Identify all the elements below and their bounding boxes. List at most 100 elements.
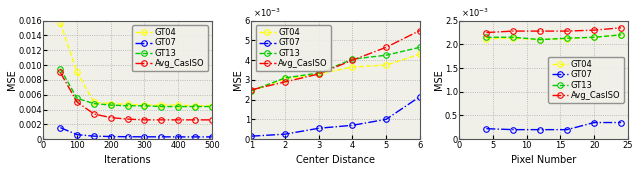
Avg_CasISO [124, 118, 131, 120]
Line: GT07: GT07 [249, 94, 422, 139]
GT04 [74, 71, 81, 73]
Avg_CasISO [416, 30, 424, 32]
GT07 [74, 134, 81, 136]
GT04 [590, 36, 598, 38]
GT13 [107, 104, 115, 106]
X-axis label: Iterations: Iterations [104, 155, 151, 165]
GT13 [157, 105, 165, 108]
GT07 [174, 136, 182, 138]
GT13 [282, 77, 289, 79]
GT07 [90, 135, 98, 137]
Line: GT04: GT04 [484, 32, 624, 42]
GT04 [536, 39, 544, 41]
Avg_CasISO [349, 59, 356, 61]
Avg_CasISO [208, 119, 216, 121]
Avg_CasISO [157, 119, 165, 121]
Y-axis label: MSE: MSE [234, 69, 243, 90]
Avg_CasISO [56, 71, 64, 73]
GT07 [563, 129, 571, 131]
GT04 [349, 66, 356, 68]
GT13 [56, 68, 64, 70]
GT04 [248, 90, 255, 92]
Text: $\times 10^{-3}$: $\times 10^{-3}$ [461, 7, 489, 19]
Avg_CasISO [282, 81, 289, 83]
GT07 [382, 118, 390, 120]
Legend: GT04, GT07, GT13, Avg_CasISO: GT04, GT07, GT13, Avg_CasISO [255, 25, 331, 71]
Legend: GT04, GT07, GT13, Avg_CasISO: GT04, GT07, GT13, Avg_CasISO [548, 57, 623, 103]
GT07 [590, 121, 598, 123]
Avg_CasISO [141, 119, 148, 121]
GT04 [483, 38, 490, 40]
GT04 [315, 73, 323, 75]
GT04 [563, 38, 571, 40]
GT13 [416, 46, 424, 48]
GT07 [536, 129, 544, 131]
Line: Avg_CasISO: Avg_CasISO [484, 25, 624, 35]
Text: $\times 10^{-3}$: $\times 10^{-3}$ [253, 7, 281, 19]
GT07 [349, 124, 356, 126]
Avg_CasISO [617, 27, 625, 29]
GT13 [74, 97, 81, 99]
GT04 [174, 104, 182, 106]
Avg_CasISO [382, 46, 390, 48]
GT13 [124, 105, 131, 107]
GT07 [191, 136, 199, 138]
Avg_CasISO [509, 30, 517, 32]
Line: GT07: GT07 [58, 125, 214, 140]
X-axis label: Center Distance: Center Distance [296, 155, 375, 165]
GT07 [617, 121, 625, 123]
GT07 [483, 128, 490, 130]
GT04 [107, 103, 115, 105]
GT13 [617, 34, 625, 36]
X-axis label: Pixel Number: Pixel Number [511, 155, 576, 165]
GT04 [416, 53, 424, 55]
GT04 [191, 105, 199, 107]
GT07 [141, 136, 148, 138]
Avg_CasISO [174, 119, 182, 121]
Avg_CasISO [74, 101, 81, 103]
GT13 [141, 105, 148, 107]
GT13 [248, 90, 255, 92]
GT13 [483, 36, 490, 38]
GT13 [174, 105, 182, 108]
GT13 [191, 105, 199, 108]
Avg_CasISO [536, 30, 544, 32]
GT07 [157, 136, 165, 138]
GT13 [90, 103, 98, 105]
GT07 [282, 133, 289, 135]
Avg_CasISO [483, 31, 490, 34]
Avg_CasISO [248, 89, 255, 91]
GT13 [536, 39, 544, 41]
GT13 [382, 54, 390, 56]
GT07 [124, 136, 131, 138]
GT13 [563, 37, 571, 39]
GT13 [208, 105, 216, 108]
GT07 [248, 135, 255, 137]
Line: GT13: GT13 [484, 32, 624, 42]
Line: GT13: GT13 [249, 45, 422, 94]
GT13 [349, 58, 356, 60]
GT04 [141, 104, 148, 106]
GT07 [107, 136, 115, 138]
GT13 [315, 72, 323, 74]
GT04 [509, 37, 517, 39]
GT13 [590, 36, 598, 38]
GT07 [509, 129, 517, 131]
Line: GT13: GT13 [58, 66, 214, 109]
Line: Avg_CasISO: Avg_CasISO [249, 28, 422, 93]
GT07 [416, 96, 424, 98]
Avg_CasISO [590, 29, 598, 31]
Line: GT04: GT04 [249, 51, 422, 94]
Line: GT04: GT04 [58, 20, 214, 109]
GT04 [208, 105, 216, 107]
Line: Avg_CasISO: Avg_CasISO [58, 70, 214, 123]
Avg_CasISO [107, 117, 115, 119]
GT04 [382, 64, 390, 66]
GT04 [90, 101, 98, 103]
Y-axis label: MSE: MSE [7, 69, 17, 90]
GT07 [315, 127, 323, 129]
GT04 [157, 104, 165, 106]
GT04 [124, 103, 131, 105]
Avg_CasISO [191, 119, 199, 121]
GT07 [208, 136, 216, 138]
